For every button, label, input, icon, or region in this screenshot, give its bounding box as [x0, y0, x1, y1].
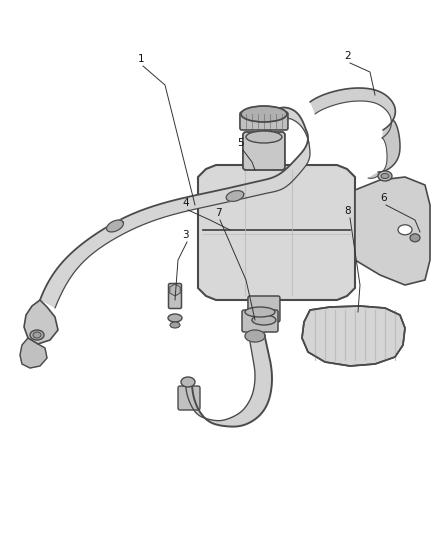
Text: 2: 2	[345, 51, 351, 61]
FancyBboxPatch shape	[240, 112, 288, 130]
Polygon shape	[368, 120, 400, 179]
Text: 3: 3	[182, 230, 188, 240]
Polygon shape	[226, 191, 244, 201]
FancyBboxPatch shape	[242, 310, 278, 332]
FancyBboxPatch shape	[248, 296, 280, 322]
FancyBboxPatch shape	[178, 386, 200, 410]
FancyBboxPatch shape	[243, 132, 285, 170]
Ellipse shape	[246, 131, 282, 143]
Ellipse shape	[378, 171, 392, 181]
Text: 5: 5	[238, 138, 244, 148]
Ellipse shape	[170, 322, 180, 328]
Polygon shape	[24, 300, 58, 344]
Ellipse shape	[181, 377, 195, 387]
Ellipse shape	[252, 315, 276, 325]
Text: 8: 8	[345, 206, 351, 216]
Ellipse shape	[33, 332, 41, 338]
Polygon shape	[198, 165, 355, 300]
Ellipse shape	[245, 307, 275, 317]
Polygon shape	[106, 220, 124, 232]
Text: 6: 6	[381, 193, 387, 203]
Ellipse shape	[381, 174, 389, 179]
Polygon shape	[265, 108, 309, 144]
Ellipse shape	[30, 330, 44, 340]
Polygon shape	[20, 338, 47, 368]
Polygon shape	[186, 325, 272, 426]
Text: 7: 7	[215, 208, 221, 218]
Polygon shape	[302, 306, 405, 366]
Text: 1: 1	[138, 54, 144, 64]
Polygon shape	[310, 88, 396, 138]
Polygon shape	[40, 130, 310, 308]
Polygon shape	[245, 330, 265, 342]
FancyBboxPatch shape	[169, 284, 181, 309]
Polygon shape	[355, 177, 430, 285]
Ellipse shape	[241, 106, 287, 122]
Text: 4: 4	[183, 198, 189, 208]
Ellipse shape	[168, 314, 182, 322]
Ellipse shape	[410, 234, 420, 242]
Ellipse shape	[398, 225, 412, 235]
